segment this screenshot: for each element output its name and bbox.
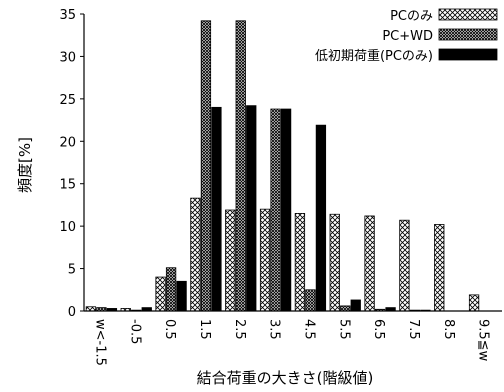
x-tick-label: 5.5 bbox=[336, 319, 351, 340]
legend-swatch bbox=[438, 28, 498, 41]
x-tick-label: 8.5 bbox=[441, 319, 456, 340]
bar-2-8 bbox=[340, 305, 351, 312]
y-axis-title: 頻度[%] bbox=[16, 137, 34, 193]
bar-3-5 bbox=[246, 105, 257, 312]
y-axis-ticks: 0 5 10 15 20 25 30 35 bbox=[59, 8, 84, 320]
bar-1-3 bbox=[155, 276, 166, 312]
x-tick-label: 7.5 bbox=[406, 319, 421, 340]
bar-2-3 bbox=[165, 267, 177, 312]
y-tick-label: 30 bbox=[59, 50, 76, 65]
legend-swatch bbox=[438, 8, 498, 21]
x-tick-label: 4.5 bbox=[301, 319, 316, 340]
x-tick-label: 1.5 bbox=[197, 319, 212, 340]
x-tick-label: 9.5≦w bbox=[476, 319, 491, 362]
bar-1-4 bbox=[190, 197, 201, 312]
bar-3-6 bbox=[280, 108, 292, 312]
bar-2-4 bbox=[200, 20, 212, 312]
y-tick-label: 20 bbox=[59, 135, 76, 150]
x-tick-label: 0.5 bbox=[162, 319, 177, 340]
legend-label: PC+WD bbox=[382, 29, 433, 44]
x-tick-label: -0.5 bbox=[127, 319, 142, 344]
bar-1-8 bbox=[329, 213, 340, 312]
bar-1-1 bbox=[85, 306, 97, 312]
bar-1-5 bbox=[225, 209, 236, 312]
bar-3-8 bbox=[350, 299, 361, 312]
y-tick-label: 25 bbox=[59, 93, 76, 108]
x-tick-label: 6.5 bbox=[371, 319, 386, 340]
bar-1-6 bbox=[259, 208, 271, 312]
bar-1-9 bbox=[364, 215, 375, 312]
bar-3-4 bbox=[211, 106, 222, 312]
bar-2-6 bbox=[270, 108, 281, 312]
bar-1-12 bbox=[468, 294, 480, 312]
x-tick-label: w<-1.5 bbox=[92, 319, 107, 366]
bar-3-7 bbox=[315, 124, 327, 312]
y-tick-label: 15 bbox=[59, 178, 76, 193]
y-tick-label: 5 bbox=[68, 263, 76, 278]
plot-area bbox=[83, 14, 502, 312]
y-tick-label: 0 bbox=[68, 305, 76, 320]
x-axis-ticks: w<-1.5 -0.5 0.5 1.5 2.5 3.5 4.5 5.5 6.5 7.5 8.5 9.5… bbox=[92, 319, 490, 366]
legend-swatch bbox=[438, 48, 498, 61]
x-tick-label: 2.5 bbox=[232, 319, 247, 340]
legend: PCのみ PC+WD 低初期荷重(PCのみ) bbox=[315, 8, 498, 64]
legend-label: PCのみ bbox=[390, 9, 433, 24]
legend-label: 低初期荷重(PCのみ) bbox=[315, 48, 433, 64]
bar-1-10 bbox=[399, 219, 410, 312]
bar-2-7 bbox=[305, 289, 316, 312]
bar-3-3 bbox=[176, 280, 187, 312]
bar-1-11 bbox=[434, 224, 445, 312]
x-tick-label: 3.5 bbox=[267, 319, 282, 340]
bar-2-5 bbox=[235, 20, 246, 312]
y-tick-label: 35 bbox=[59, 8, 76, 23]
y-tick-label: 10 bbox=[59, 220, 76, 235]
x-axis-title: 結合荷重の大きさ(階級値) bbox=[197, 369, 374, 387]
bar-1-7 bbox=[294, 213, 306, 312]
